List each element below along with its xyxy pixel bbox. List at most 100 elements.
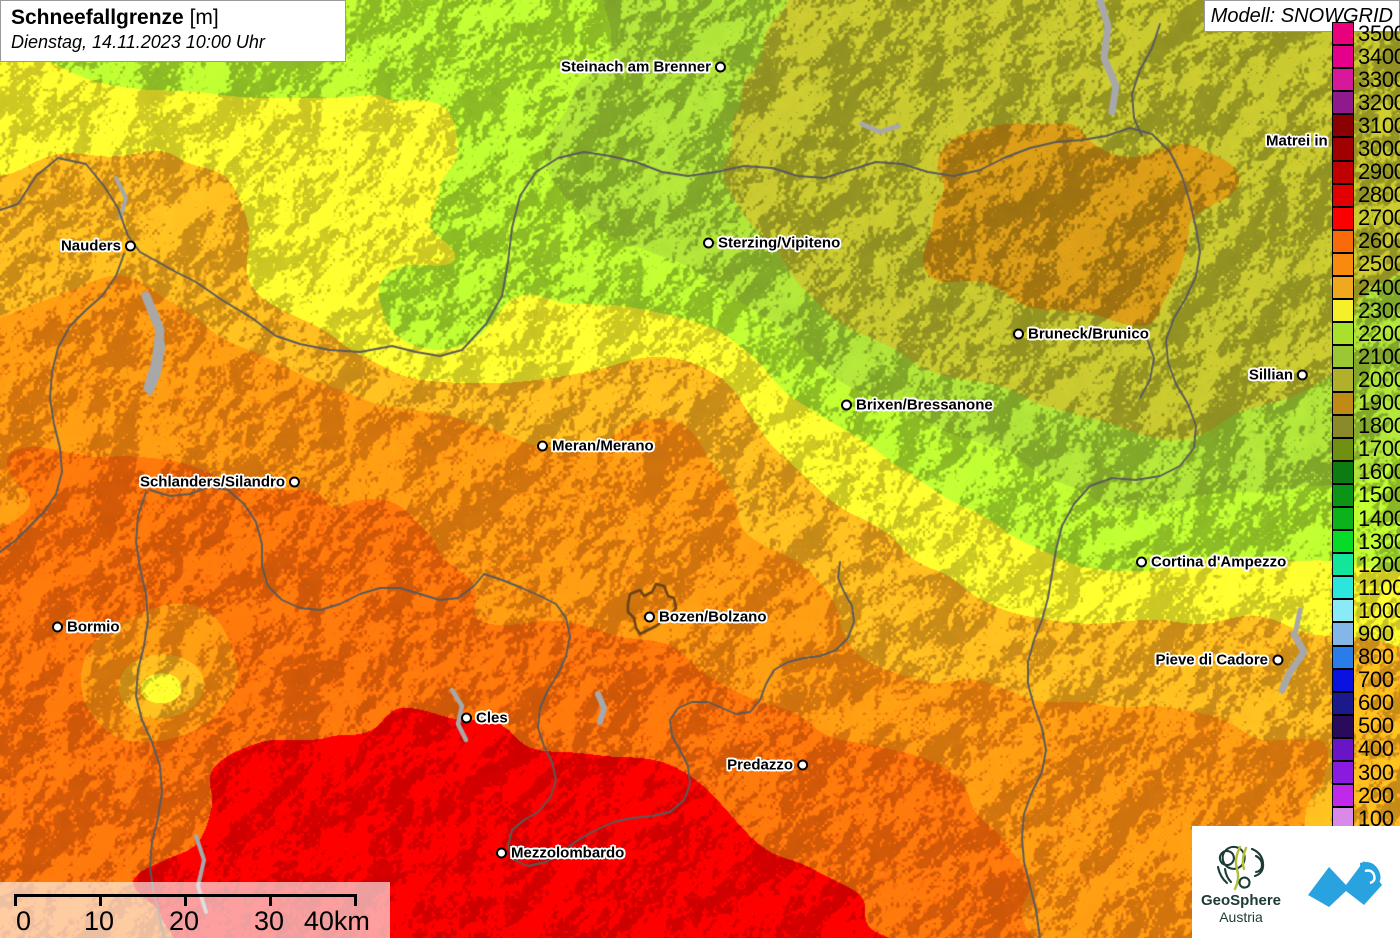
legend-label: 2900 [1358,159,1400,185]
legend-swatch [1332,252,1354,277]
legend-entry: 1500 [1326,482,1400,507]
legend-label: 2200 [1358,320,1400,346]
city-marker[interactable]: Brixen/Bressanone [841,397,997,414]
model-label: Modell: SNOWGRID [1210,4,1393,27]
legend-swatch [1332,91,1354,115]
legend-label: 1600 [1358,459,1400,485]
city-marker[interactable]: Meran/Merano [537,438,658,455]
city-marker[interactable]: Sterzing/Vipiteno [703,235,844,252]
legend-swatch [1332,45,1354,69]
city-label: Brixen/Bressanone [856,396,993,414]
legend-entry: 2100 [1326,344,1400,369]
legend-entry: 1400 [1326,505,1400,531]
scale-tick [354,894,357,906]
legend-label: 1400 [1358,505,1400,531]
city-marker[interactable]: Sillian [1245,367,1308,384]
city-label: Meran/Merano [552,437,654,455]
legend-swatch [1332,622,1354,646]
city-marker[interactable]: Steinach am Brenner [557,59,726,76]
scale-bar: 0 10 20 30 40km [0,882,390,938]
legend-entry: 2000 [1326,366,1400,392]
scale-label: 40km [303,906,370,936]
legend-label: 1000 [1358,597,1400,623]
partner-logo[interactable] [1290,826,1400,938]
legend-swatch [1332,114,1354,138]
city-marker[interactable]: Cles [461,710,512,727]
city-label: Sterzing/Vipiteno [718,234,841,252]
legend-swatch [1332,576,1354,600]
geosphere-austria-logo[interactable]: GeoSphere Austria [1192,826,1290,938]
city-marker[interactable]: Nauders [57,238,136,255]
legend-label: 1700 [1358,436,1400,462]
city-label: Bormio [67,618,120,636]
city-dot-icon [644,611,655,623]
city-label: Bruneck/Brunico [1028,325,1149,343]
legend-entry: 2200 [1326,320,1400,346]
legend-entry: 1700 [1326,436,1400,462]
city-marker[interactable]: Predazzo [723,757,808,774]
scale-label: 10 [83,906,115,936]
legend-label: 800 [1358,644,1394,670]
legend-swatch [1332,68,1354,92]
legend-entry: 2300 [1326,297,1400,323]
legend-label: 3300 [1358,66,1400,92]
legend-label: 2000 [1358,366,1400,392]
city-label: Steinach am Brenner [560,58,711,76]
city-dot-icon [537,440,548,452]
geosphere-swirl-icon [1216,845,1265,891]
city-marker[interactable]: Bozen/Bolzano [644,609,771,626]
legend-entry: 3200 [1326,90,1400,115]
city-marker[interactable]: Bruneck/Brunico [1013,326,1153,343]
legend-label: 600 [1358,690,1394,716]
legend-label: 2300 [1358,297,1400,323]
legend-label: 2600 [1358,228,1400,254]
legend-entry: 500 [1326,713,1400,738]
legend-label: 400 [1358,736,1394,762]
legend-entry: 1800 [1326,413,1400,438]
legend-swatch [1332,530,1354,554]
legend-entry: 2400 [1326,275,1400,300]
legend-swatch [1332,506,1354,531]
legend-label: 2500 [1358,251,1400,277]
city-marker[interactable]: Pieve di Cadore [1151,652,1283,669]
legend-swatch [1332,183,1354,207]
city-dot-icon [461,712,472,724]
city-label: Nauders [60,237,121,255]
legend-swatch [1332,345,1354,369]
legend-swatch [1332,229,1354,253]
legend-entry: 400 [1326,736,1400,762]
legend-entry: 200 [1326,782,1400,808]
scale-tick [14,894,17,906]
legend-entry: 2700 [1326,205,1400,230]
city-dot-icon [1136,556,1147,568]
legend-entry: 1000 [1326,597,1400,623]
legend-swatch [1332,599,1354,623]
legend-label: 200 [1358,782,1394,808]
legend-entry: 2500 [1326,251,1400,277]
city-marker[interactable]: Bormio [52,619,124,636]
map-edge-label[interactable]: Matrei in [1262,133,1332,150]
city-marker[interactable]: Cortina d'Ampezzo [1136,554,1290,571]
legend-label: 3000 [1358,136,1400,162]
city-dot-icon [289,476,300,488]
city-dot-icon [52,621,63,633]
city-dot-icon [496,847,507,859]
legend-swatch [1332,437,1354,461]
city-label: Bozen/Bolzano [659,608,767,626]
city-marker[interactable]: Schlanders/Silandro [136,474,300,491]
scale-label: 30 [253,906,285,936]
legend-swatch [1332,414,1354,438]
legend-entry: 2600 [1326,228,1400,254]
geosphere-country: Austria [1219,909,1263,925]
blue-chevron-icon [1308,861,1382,907]
city-marker[interactable]: Mezzolombardo [496,845,628,862]
legend-swatch [1332,322,1354,346]
legend-entry: 900 [1326,621,1400,646]
legend-label: 3500 [1358,20,1400,46]
legend-label: 1900 [1358,390,1400,416]
legend-swatch [1332,714,1354,738]
legend-label: 1200 [1358,551,1400,577]
legend-entry: 1300 [1326,529,1400,554]
legend-label: 700 [1358,667,1394,693]
